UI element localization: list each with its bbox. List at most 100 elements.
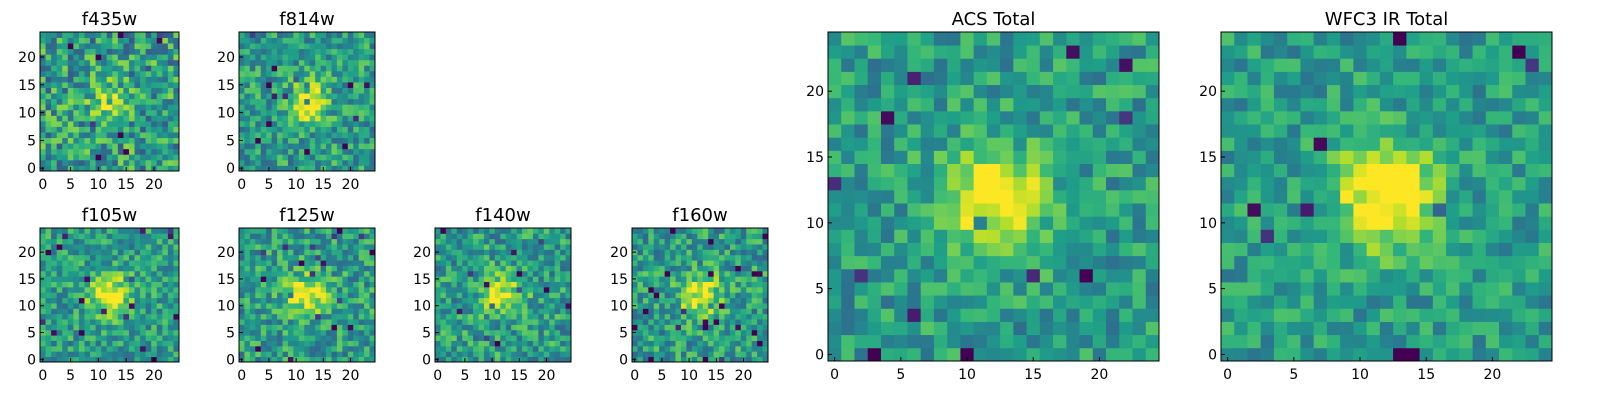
heatmap-cell [353, 265, 360, 272]
heatmap-cell [358, 260, 365, 266]
heatmap-cell [260, 319, 267, 325]
heatmap-cell [326, 345, 332, 352]
heatmap-cell [145, 281, 152, 288]
heatmap-cell [140, 132, 147, 139]
heatmap-cell [1132, 295, 1147, 309]
heatmap-cell [1106, 282, 1120, 296]
heatmap-cell [462, 238, 469, 245]
heatmap-cell [697, 329, 704, 336]
heatmap-cell [40, 32, 46, 38]
heatmap-cell [670, 351, 676, 358]
heatmap-cell [1353, 282, 1368, 296]
heatmap-cell [353, 249, 360, 256]
heatmap-cell [40, 335, 46, 341]
heatmap-cell [112, 154, 119, 161]
heatmap-cell [549, 233, 556, 240]
heatmap-cell [867, 176, 882, 191]
heatmap-cell [342, 93, 349, 100]
heatmap-cell [659, 335, 666, 341]
heatmap-cell [1066, 137, 1080, 151]
heatmap-cell [1247, 176, 1262, 191]
heatmap-cell [642, 260, 649, 266]
heatmap-cell [511, 297, 517, 304]
heatmap-cell [1039, 124, 1054, 138]
heatmap-cell [101, 32, 108, 38]
heatmap-cell [320, 319, 327, 325]
heatmap-cell [659, 292, 666, 299]
heatmap-cell [56, 120, 63, 127]
heatmap-cell [478, 228, 485, 234]
heatmap-cell [315, 319, 321, 325]
heatmap-cell [134, 109, 141, 116]
heatmap-cell [473, 254, 479, 261]
heatmap-cell [1459, 347, 1473, 362]
heatmap-cell [293, 154, 300, 161]
heatmap-cell [62, 329, 69, 336]
heatmap-cell [516, 329, 523, 336]
heatmap-cell [653, 345, 660, 352]
heatmap-cell [1013, 282, 1027, 296]
heatmap-cell [1538, 137, 1553, 151]
heatmap-cell [145, 260, 152, 266]
heatmap-cell [478, 260, 485, 266]
heatmap-cell [255, 82, 262, 88]
heatmap-cell [451, 270, 458, 277]
heatmap-cell [106, 308, 113, 315]
heatmap-cell [505, 319, 512, 325]
heatmap-cell [960, 268, 975, 283]
heatmap-cell [560, 265, 566, 272]
heatmap-cell [287, 249, 294, 256]
heatmap-cell [347, 351, 354, 358]
heatmap-cell [353, 76, 360, 83]
heatmap-cell [907, 71, 922, 86]
heatmap-cell [511, 345, 517, 352]
heatmap-cell [554, 244, 561, 250]
heatmap-cell [266, 238, 273, 245]
heatmap-cell [1273, 163, 1288, 178]
heatmap-cell [642, 270, 649, 277]
heatmap-cell [947, 321, 961, 336]
heatmap-cell [358, 148, 365, 155]
heatmap-cell [56, 238, 63, 245]
heatmap-cell [123, 120, 130, 127]
heatmap-cell [1079, 137, 1094, 151]
heatmap-cell [854, 203, 869, 217]
heatmap-cell [1119, 255, 1133, 270]
heatmap-cell [117, 238, 124, 245]
heatmap-cell [56, 43, 63, 50]
heatmap-cell [762, 244, 769, 250]
heatmap-cell [527, 238, 534, 245]
heatmap-cell [1300, 229, 1315, 243]
heatmap-cell [320, 228, 327, 234]
heatmap-cell [84, 340, 91, 347]
heatmap-cell [713, 329, 720, 336]
heatmap-cell [101, 308, 108, 315]
heatmap-cell [986, 32, 1001, 46]
heatmap-cell [123, 48, 130, 55]
heatmap-cell [78, 297, 85, 304]
heatmap-cell [1446, 347, 1460, 362]
heatmap-cell [494, 324, 501, 331]
heatmap-cell [331, 54, 338, 61]
heatmap-cell [40, 76, 46, 83]
heatmap-cell [358, 324, 365, 331]
heatmap-cell [560, 324, 566, 331]
heatmap-cell [260, 82, 267, 88]
heatmap-cell [260, 120, 267, 127]
heatmap-cell [527, 260, 534, 266]
heatmap-cell [73, 340, 80, 347]
heatmap-cell [675, 249, 682, 256]
heatmap-cell [271, 292, 278, 299]
heatmap-cell [1512, 308, 1526, 322]
heatmap-cell [435, 270, 441, 277]
heatmap-cell [315, 308, 321, 315]
heatmap-cell [167, 324, 174, 331]
heatmap-cell [947, 295, 961, 309]
heatmap-cell [293, 148, 300, 155]
heatmap-cell [277, 308, 283, 315]
heatmap-cell [724, 281, 731, 288]
heatmap-cell [1340, 203, 1354, 217]
heatmap-cell [162, 54, 169, 61]
heatmap-cell [1026, 58, 1041, 72]
heatmap-cell [1300, 334, 1315, 349]
